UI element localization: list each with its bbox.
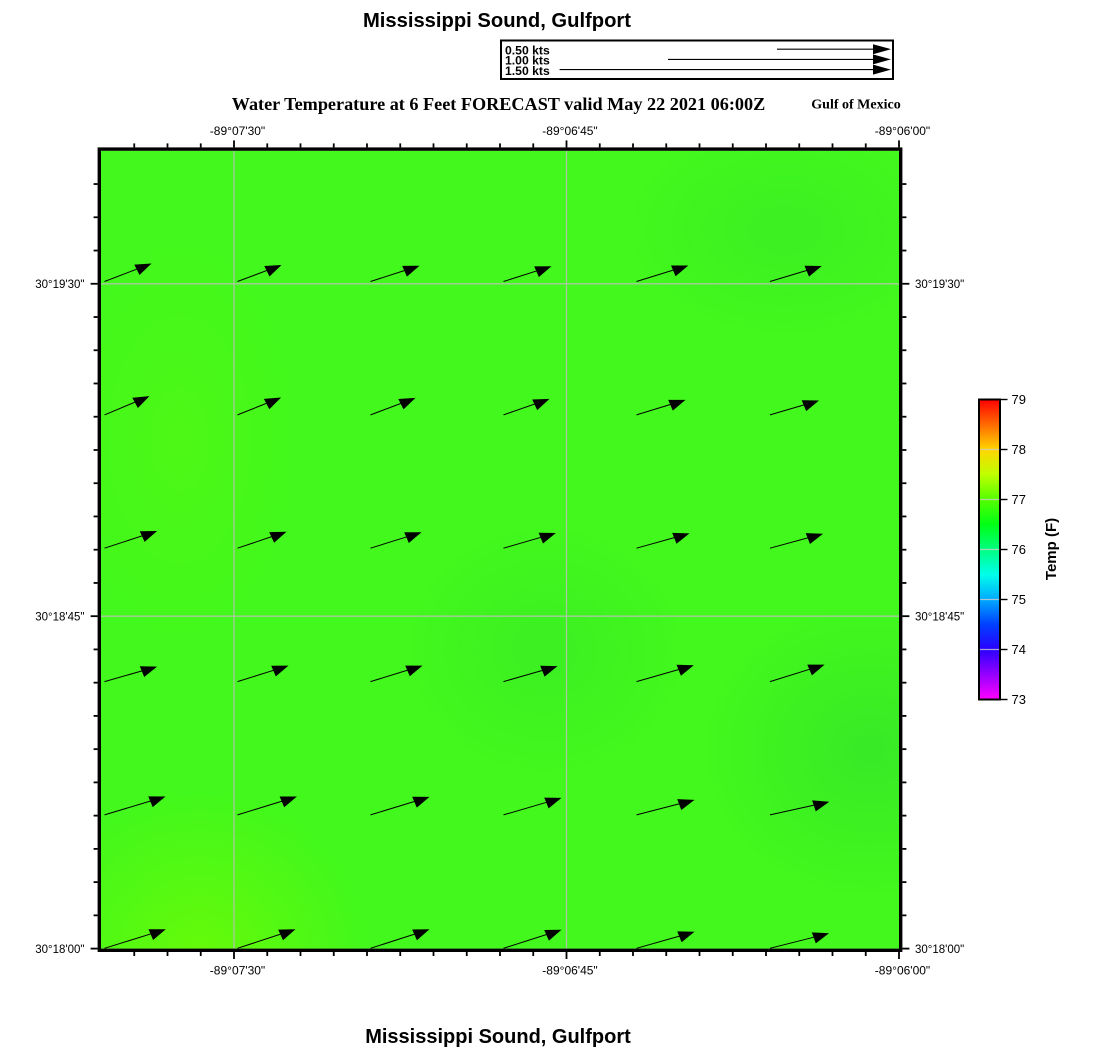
svg-text:30°18'00": 30°18'00" (915, 944, 964, 956)
svg-text:-89°06'00": -89°06'00" (875, 964, 930, 978)
svg-text:-89°06'45": -89°06'45" (542, 124, 597, 138)
svg-text:30°18'45": 30°18'45" (915, 612, 964, 624)
svg-text:0.50 kts: 0.50 kts (505, 44, 550, 58)
svg-text:30°18'00": 30°18'00" (35, 944, 84, 956)
svg-text:77: 77 (1012, 492, 1026, 507)
svg-text:73: 73 (1012, 692, 1026, 707)
svg-text:-89°06'00": -89°06'00" (875, 124, 930, 138)
svg-text:-89°07'30": -89°07'30" (210, 124, 265, 138)
svg-text:1.00 kts: 1.00 kts (505, 54, 550, 68)
svg-text:76: 76 (1012, 542, 1026, 557)
svg-text:Gulf of Mexico: Gulf of Mexico (811, 98, 900, 113)
svg-text:30°19'30": 30°19'30" (915, 279, 964, 291)
svg-text:-89°07'30": -89°07'30" (210, 964, 265, 978)
svg-text:74: 74 (1012, 642, 1026, 657)
svg-text:79: 79 (1012, 392, 1026, 407)
svg-text:30°19'30": 30°19'30" (35, 279, 84, 291)
svg-text:Mississippi Sound, Gulfport: Mississippi Sound, Gulfport (365, 1026, 631, 1048)
svg-text:-89°06'45": -89°06'45" (542, 964, 597, 978)
svg-text:Water Temperature at 6 Feet FO: Water Temperature at 6 Feet FORECAST val… (232, 94, 765, 114)
svg-text:78: 78 (1012, 442, 1026, 457)
svg-text:75: 75 (1012, 592, 1026, 607)
svg-text:30°18'45": 30°18'45" (35, 612, 84, 624)
svg-text:1.50 kts: 1.50 kts (505, 64, 550, 78)
svg-text:Mississippi Sound, Gulfport: Mississippi Sound, Gulfport (363, 10, 631, 32)
svg-text:Temp (F): Temp (F) (1043, 518, 1060, 580)
